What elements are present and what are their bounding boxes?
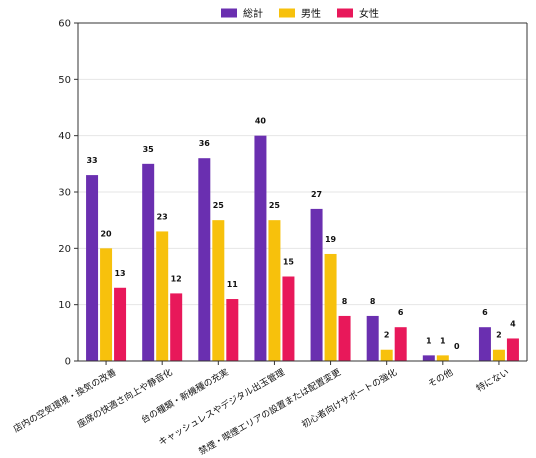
x-tick-label: 特にない: [474, 366, 511, 394]
data-label: 33: [86, 156, 97, 165]
legend-label: 総計: [243, 7, 263, 20]
data-label: 2: [384, 331, 390, 340]
bar: [282, 276, 295, 361]
bar: [324, 253, 337, 361]
bar: [506, 338, 519, 361]
data-label: 27: [311, 190, 322, 199]
data-label: 6: [398, 308, 404, 317]
data-label: 20: [100, 229, 112, 238]
bar: [380, 349, 393, 361]
data-label: 13: [114, 269, 125, 278]
y-tick-label: 60: [58, 19, 71, 30]
data-label: 8: [342, 297, 348, 306]
data-label: 35: [143, 145, 155, 154]
bar: [156, 231, 169, 361]
data-label: 2: [496, 331, 502, 340]
bar: [114, 287, 127, 361]
x-tick-label: その他: [426, 366, 455, 390]
y-tick-label: 10: [58, 300, 71, 311]
legend-label: 女性: [359, 7, 379, 20]
bar: [310, 208, 323, 361]
bar: [100, 248, 113, 361]
bar: [492, 349, 505, 361]
data-label: 25: [269, 201, 281, 210]
y-tick-label: 0: [65, 357, 71, 368]
data-label: 8: [370, 297, 376, 306]
legend-swatch: [279, 8, 295, 18]
bar: [338, 315, 351, 361]
bar: [226, 299, 239, 361]
y-tick-label: 40: [58, 131, 71, 142]
bar: [170, 293, 183, 361]
bar: [212, 220, 225, 361]
data-label: 25: [213, 201, 225, 210]
x-tick-label: 座席の快適さ向上や静音化: [75, 366, 175, 430]
bar: [268, 220, 281, 361]
y-tick-label: 50: [58, 75, 71, 86]
x-tick-label: 台の種類・新機種の充実: [139, 366, 231, 426]
bar: [478, 327, 491, 361]
bar: [254, 135, 267, 361]
x-tick-label: 初心者向けサポートの強化: [299, 366, 399, 430]
bar: [366, 315, 379, 361]
bar: [198, 158, 211, 361]
data-label: 1: [440, 336, 446, 345]
x-tick-label: 店内の空気環境・換気の改善: [11, 366, 118, 435]
bar: [86, 175, 99, 361]
data-label: 15: [283, 258, 295, 267]
data-label: 36: [199, 139, 211, 148]
bars: [86, 135, 519, 361]
bar: [142, 163, 155, 361]
data-label: 19: [325, 235, 337, 244]
bar: [436, 355, 449, 361]
y-tick-label: 20: [58, 244, 71, 255]
data-label: 12: [171, 274, 182, 283]
legend-swatch: [337, 8, 353, 18]
data-label: 23: [157, 212, 168, 221]
data-label: 6: [482, 308, 488, 317]
y-tick-label: 30: [58, 188, 71, 199]
data-label: 4: [510, 319, 516, 328]
bar: [394, 327, 407, 361]
data-label: 40: [255, 117, 267, 126]
data-label: 11: [227, 280, 239, 289]
data-label: 1: [426, 336, 432, 345]
legend: 総計 男性 女性: [221, 7, 379, 20]
legend-swatch: [221, 8, 237, 18]
data-label: 0: [454, 342, 460, 351]
legend-label: 男性: [301, 7, 321, 20]
bar: [422, 355, 435, 361]
